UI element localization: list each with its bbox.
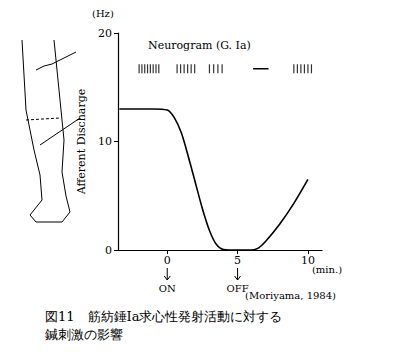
svg-text:(min.): (min.) [312,264,342,275]
svg-text:20: 20 [98,27,112,40]
svg-text:Afferent Discharge: Afferent Discharge [75,89,88,195]
svg-text:鍼刺激の影響: 鍼刺激の影響 [45,327,123,342]
svg-text:0: 0 [164,254,171,267]
svg-text:10: 10 [98,135,112,148]
svg-text:5: 5 [234,254,241,267]
svg-text:図11 筋紡錘Ia求心性発射活動に対する: 図11 筋紡錘Ia求心性発射活動に対する [45,309,282,324]
svg-text:(Hz): (Hz) [92,8,114,19]
svg-text:0: 0 [105,244,112,257]
svg-text:10: 10 [301,254,315,267]
svg-text:OFF: OFF [227,283,249,294]
svg-text:(Moriyama, 1984): (Moriyama, 1984) [245,290,336,301]
svg-text:ON: ON [159,283,176,294]
svg-text:Neurogram (G. Ia): Neurogram (G. Ia) [148,39,251,52]
